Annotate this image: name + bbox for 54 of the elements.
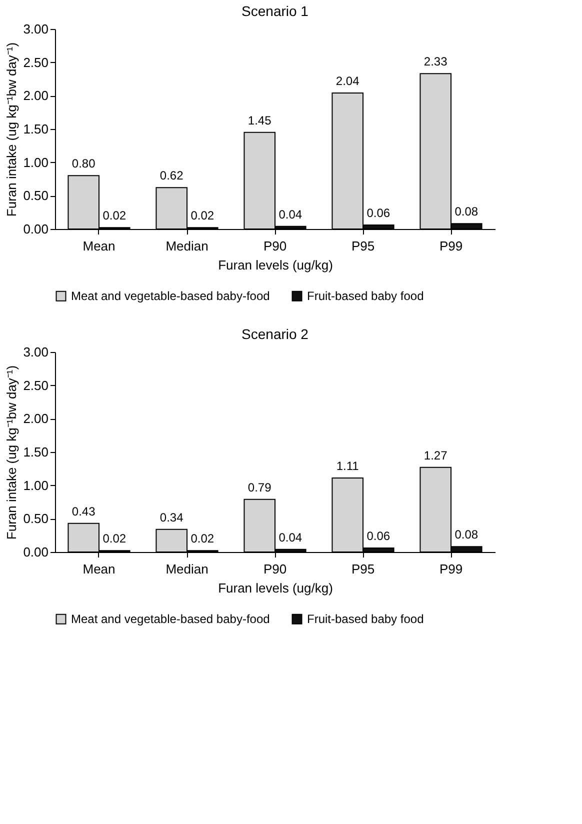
legend-label: Fruit-based baby food bbox=[307, 612, 424, 626]
x-tick-label: P99 bbox=[439, 238, 463, 254]
y-tick-label: 0.00 bbox=[23, 222, 48, 236]
data-label: 0.08 bbox=[454, 204, 478, 219]
x-tick-label: P99 bbox=[439, 562, 463, 576]
data-label: 0.06 bbox=[366, 206, 390, 220]
data-label: 0.04 bbox=[278, 207, 302, 222]
y-tick-label: 1.00 bbox=[23, 154, 48, 170]
x-tick-label: P95 bbox=[351, 562, 375, 576]
y-tick-label: 1.50 bbox=[23, 122, 48, 136]
data-label: 0.08 bbox=[454, 528, 478, 542]
y-tick-label: 1.50 bbox=[23, 444, 48, 460]
data-label: 0.34 bbox=[160, 510, 184, 524]
data-label: 0.02 bbox=[190, 532, 214, 546]
data-label: 0.04 bbox=[278, 530, 302, 544]
y-tick-label: 2.50 bbox=[23, 54, 48, 70]
y-tick-label: 3.00 bbox=[23, 22, 48, 36]
x-axis-title: Furan levels (ug/kg) bbox=[218, 580, 333, 596]
y-tick-label: 3.00 bbox=[23, 344, 48, 360]
y-tick-label: 2.00 bbox=[23, 411, 48, 426]
data-label: 0.80 bbox=[72, 156, 96, 171]
y-axis-title: Furan intake (ug kg⁻¹bw day⁻¹) bbox=[4, 365, 20, 540]
x-tick-label: P95 bbox=[351, 238, 375, 254]
data-label: 0.06 bbox=[366, 529, 390, 543]
data-label: 2.33 bbox=[424, 54, 448, 69]
chart-title: Scenario 2 bbox=[242, 326, 309, 342]
data-label: 0.43 bbox=[72, 504, 96, 518]
x-tick-label: Mean bbox=[82, 238, 116, 254]
y-tick-label: 0.50 bbox=[23, 511, 48, 526]
chart-title: Scenario 1 bbox=[242, 3, 309, 19]
legend-label: Fruit-based baby food bbox=[307, 289, 424, 304]
data-label: 1.45 bbox=[248, 113, 272, 128]
x-tick-label: Median bbox=[166, 238, 208, 254]
y-tick-label: 0.00 bbox=[23, 544, 48, 560]
x-axis-title: Furan levels (ug/kg) bbox=[218, 258, 333, 272]
y-tick-label: 2.00 bbox=[23, 88, 48, 104]
data-label: 0.02 bbox=[102, 532, 126, 546]
data-label: 0.02 bbox=[102, 208, 126, 223]
y-axis-title: Furan intake (ug kg⁻¹bw day⁻¹) bbox=[4, 42, 20, 217]
legend-label: Meat and vegetable-based baby-food bbox=[71, 612, 270, 626]
data-label: 0.62 bbox=[160, 168, 184, 183]
y-tick-label: 0.50 bbox=[23, 188, 48, 204]
data-label: 2.04 bbox=[336, 74, 360, 88]
data-label: 1.27 bbox=[424, 448, 448, 462]
x-tick-label: Median bbox=[166, 562, 208, 576]
data-label: 0.79 bbox=[248, 480, 272, 494]
x-tick-label: P90 bbox=[263, 562, 287, 576]
data-label: 0.02 bbox=[190, 208, 214, 223]
data-label: 1.11 bbox=[336, 459, 360, 473]
y-tick-label: 1.00 bbox=[23, 478, 48, 493]
x-tick-label: Mean bbox=[82, 562, 116, 576]
y-tick-label: 2.50 bbox=[23, 378, 48, 393]
x-tick-label: P90 bbox=[263, 238, 287, 254]
legend-label: Meat and vegetable-based baby-food bbox=[71, 289, 270, 304]
